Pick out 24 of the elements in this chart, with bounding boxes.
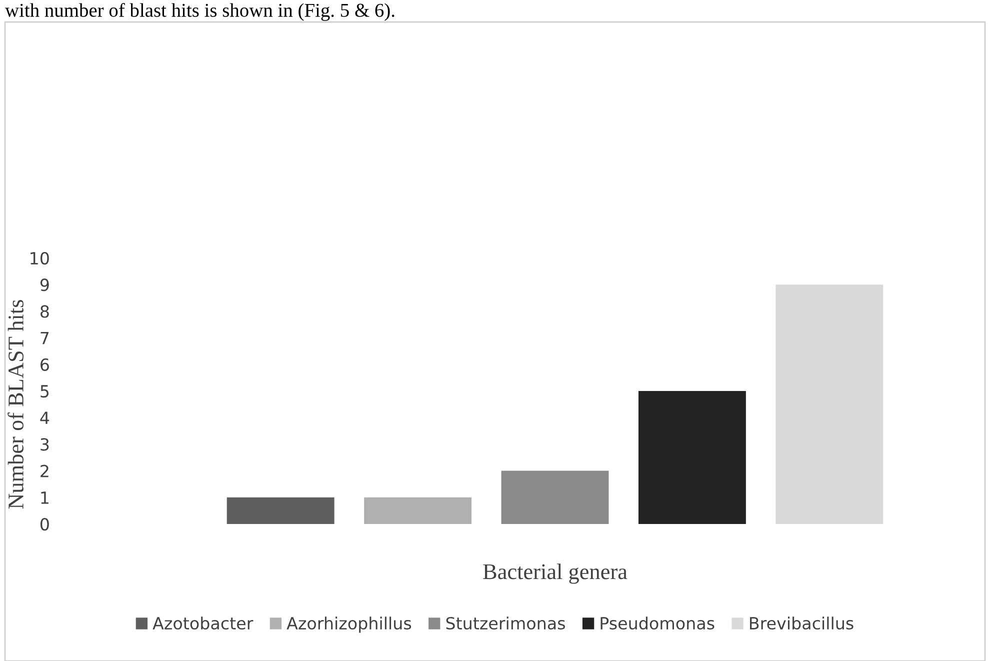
y-tick-label: 10: [30, 252, 49, 265]
legend-label: Pseudomonas: [600, 616, 714, 630]
y-tick-label: 7: [40, 332, 49, 344]
y-tick-label: 4: [40, 412, 50, 424]
bar: [501, 470, 609, 524]
legend-label: Stutzerimonas: [446, 616, 565, 630]
legend-label: Azorhizophillus: [286, 616, 412, 633]
x-axis-title: Bacterial genera: [483, 564, 628, 584]
y-axis-title: Number of BLAST hits: [8, 300, 24, 509]
y-tick-label: 5: [40, 385, 49, 398]
bar: [638, 391, 746, 524]
legend-label: Brevibacillus: [750, 616, 854, 630]
bar: [776, 284, 884, 524]
y-tick-label: 1: [41, 492, 48, 504]
y-tick-label: 2: [40, 464, 48, 478]
bar: [226, 497, 334, 524]
text: with number of blast hits is shown in (Fig. 5 & 6).: [5, 3, 394, 21]
y-tick-label: 6: [40, 358, 49, 371]
y-tick-label: 8: [40, 305, 49, 318]
bar: [364, 497, 472, 524]
y-tick-label: 0: [40, 518, 49, 531]
legend-label: Azotobacter: [152, 616, 254, 630]
y-tick-label: 3: [40, 438, 49, 451]
y-tick-label: 9: [40, 278, 49, 292]
